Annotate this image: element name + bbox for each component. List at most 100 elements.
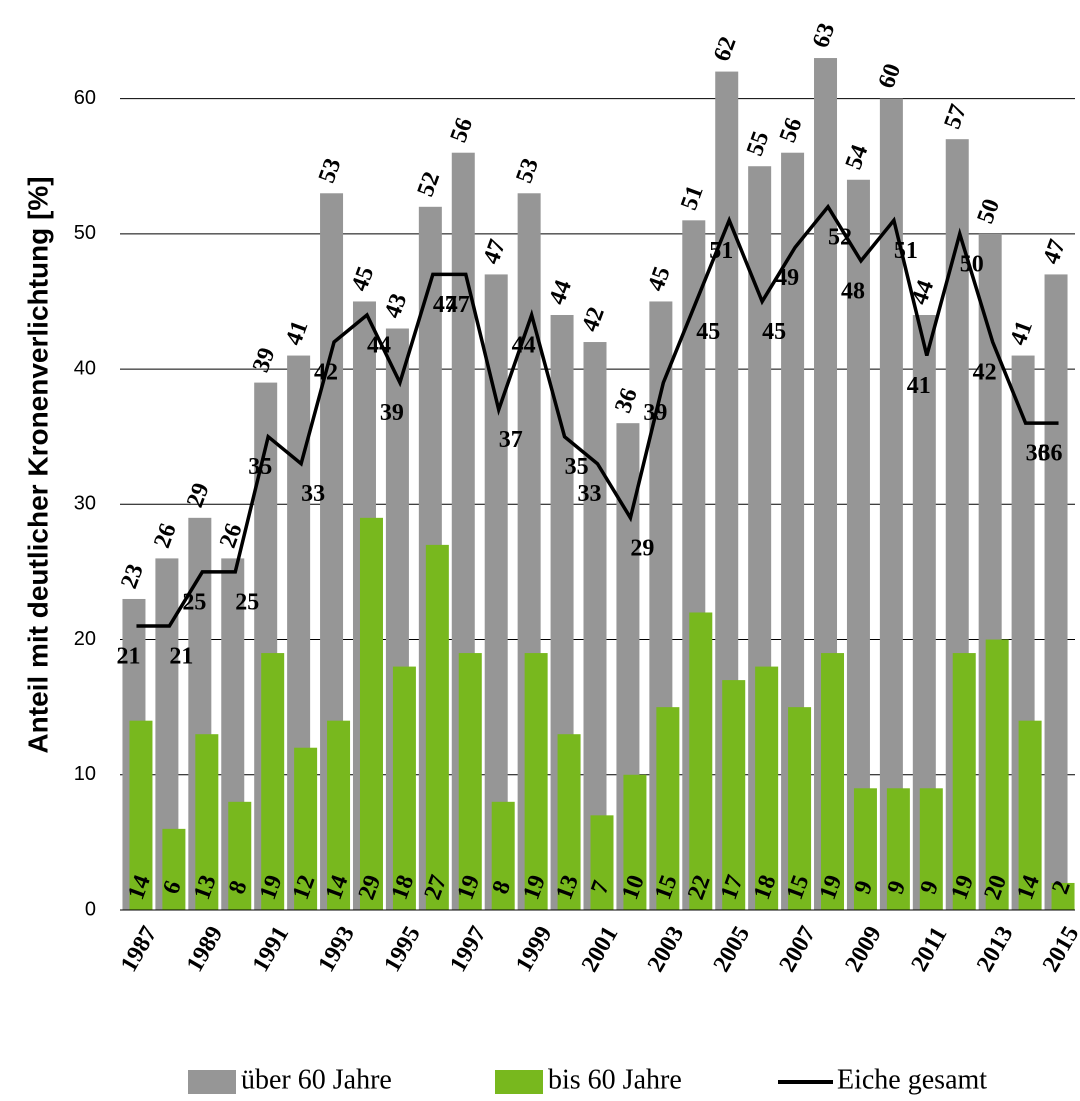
line-value-label: 39 <box>643 400 667 426</box>
x-tick-label: 2009 <box>840 922 887 977</box>
value-label: 62 <box>709 33 742 64</box>
line-value-label: 29 <box>630 535 654 561</box>
bar <box>590 815 614 910</box>
bar <box>985 639 1009 910</box>
bar <box>491 801 515 910</box>
value-label: 51 <box>676 182 709 213</box>
line-value-label: 21 <box>116 644 140 670</box>
value-label: 44 <box>544 277 577 308</box>
line-value-label: 50 <box>960 251 984 277</box>
value-label: 45 <box>643 263 676 294</box>
x-tick-label: 2015 <box>1038 922 1080 977</box>
line-value-label: 47 <box>433 292 457 318</box>
bar <box>129 720 153 910</box>
x-tick-label: 2007 <box>775 922 822 977</box>
y-tick-label: 0 <box>85 898 96 920</box>
value-label: 55 <box>742 128 775 159</box>
x-tick-label: 1993 <box>313 922 360 977</box>
x-tick-label: 1991 <box>248 922 295 977</box>
x-tick-label: 1997 <box>445 922 492 977</box>
line-value-label: 51 <box>709 238 733 264</box>
x-tick-label: 2011 <box>907 923 953 976</box>
line-value-label: 33 <box>301 481 325 507</box>
bar <box>392 666 416 910</box>
value-label: 47 <box>1038 236 1071 267</box>
x-tick-label: 1989 <box>182 922 229 977</box>
value-label: 52 <box>413 169 446 200</box>
value-label: 47 <box>478 236 511 267</box>
line-value-label: 48 <box>841 278 865 304</box>
x-tick-label: 2001 <box>577 922 624 977</box>
line-value-label: 39 <box>380 400 404 426</box>
y-tick-label: 40 <box>74 357 96 379</box>
value-label: 36 <box>610 385 643 416</box>
line-value-label: 25 <box>182 589 206 615</box>
bar <box>195 734 219 910</box>
line-value-label: 35 <box>248 454 272 480</box>
line-value-label: 21 <box>169 644 193 670</box>
value-label: 53 <box>314 155 347 186</box>
bar <box>1044 274 1068 910</box>
bar <box>755 666 779 910</box>
value-label: 56 <box>775 114 808 145</box>
bar <box>557 734 581 910</box>
value-label: 54 <box>841 142 874 173</box>
bar <box>879 98 903 911</box>
x-tick-label: 1995 <box>379 922 426 977</box>
bar <box>689 612 713 910</box>
bar <box>722 680 746 910</box>
line-value-label: 47 <box>446 292 470 318</box>
line-value-label: 33 <box>578 481 602 507</box>
legend-label: Eiche gesamt <box>837 1064 987 1095</box>
value-label: 63 <box>808 20 841 51</box>
bar <box>846 179 870 910</box>
bar <box>228 801 252 910</box>
line <box>136 203 1059 628</box>
value-label: 45 <box>347 263 380 294</box>
line-value-label: 41 <box>907 373 931 399</box>
bar <box>788 707 812 910</box>
line-value-label: 42 <box>973 360 997 386</box>
bar <box>853 788 877 910</box>
line-value-label: 51 <box>894 238 918 264</box>
bar <box>425 544 449 910</box>
line-value-label: 44 <box>367 332 391 358</box>
value-label: 43 <box>380 290 413 321</box>
x-tick-label: 2003 <box>643 922 690 977</box>
bar <box>524 653 548 910</box>
x-tick-label: 2013 <box>972 922 1019 977</box>
value-label: 39 <box>248 344 281 375</box>
value-label: 42 <box>577 304 610 335</box>
value-label: 50 <box>972 196 1005 227</box>
bar <box>886 788 910 910</box>
y-tick-label: 50 <box>74 222 96 244</box>
line-value-label: 36 <box>1026 441 1050 467</box>
value-label: 41 <box>281 317 314 348</box>
bar <box>1051 882 1075 910</box>
legend-swatch <box>495 1070 543 1094</box>
line-value-label: 52 <box>828 224 852 250</box>
bar <box>155 558 179 910</box>
line-value-label: 49 <box>775 265 799 291</box>
y-tick-label: 20 <box>74 628 96 650</box>
legend-label: über 60 Jahre <box>241 1064 392 1095</box>
bar <box>919 788 943 910</box>
line-value-label: 42 <box>314 360 338 386</box>
bar <box>327 720 351 910</box>
legend-swatch <box>188 1070 236 1094</box>
x-tick-label: 1999 <box>511 922 558 977</box>
legend-label: bis 60 Jahre <box>548 1064 682 1095</box>
bar <box>359 517 383 910</box>
y-tick-label: 30 <box>74 493 96 515</box>
bar <box>583 342 607 910</box>
line-value-label: 44 <box>512 332 536 358</box>
bar <box>458 653 482 910</box>
value-label: 26 <box>149 520 182 551</box>
value-label: 23 <box>116 561 149 592</box>
value-label: 60 <box>874 60 907 91</box>
bar <box>1018 720 1042 910</box>
bar <box>623 774 647 910</box>
line-value-label: 45 <box>762 319 786 345</box>
line-value-label: 45 <box>696 319 720 345</box>
